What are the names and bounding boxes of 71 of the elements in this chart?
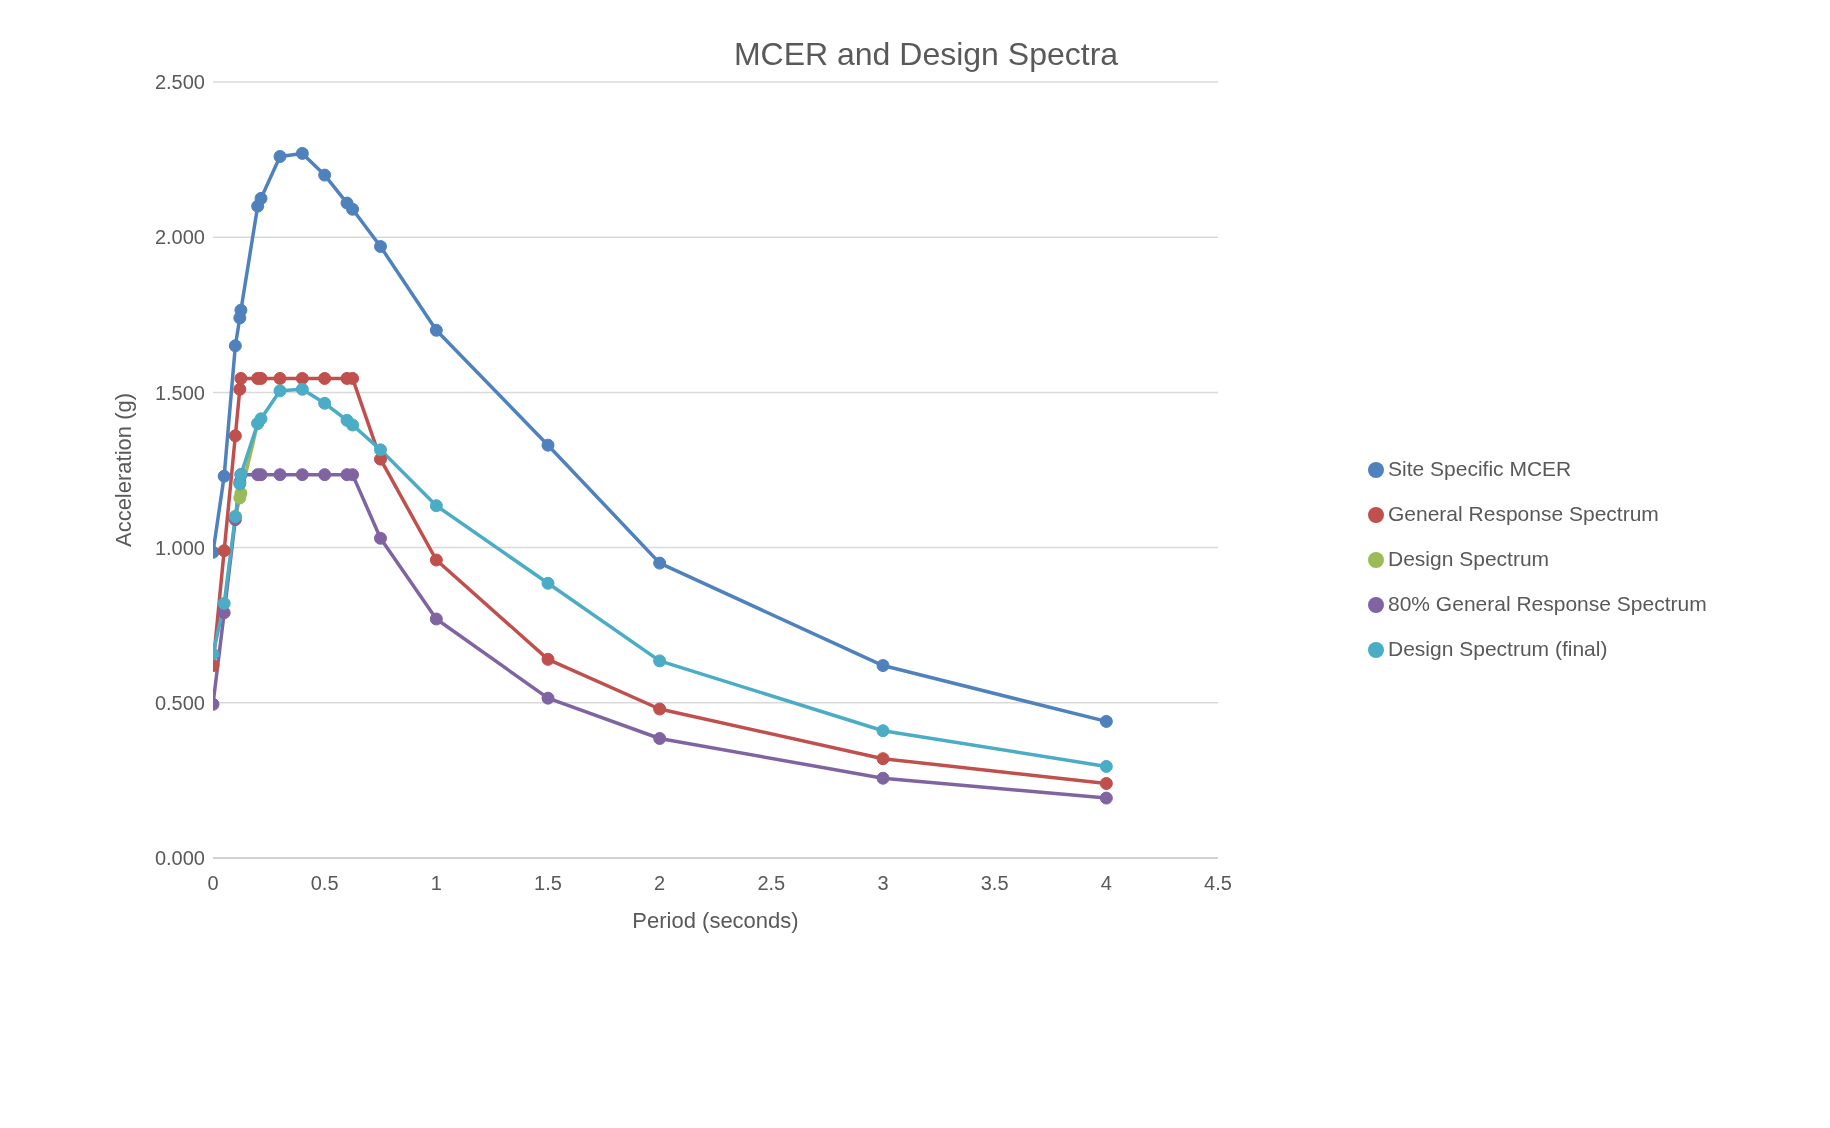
- point: [273, 371, 287, 385]
- y-tick-label: 1.000: [154, 536, 205, 559]
- x-tick-label: 2.5: [757, 872, 786, 895]
- point: [1099, 791, 1113, 805]
- x-tick-label: 4.5: [1204, 872, 1232, 895]
- point: [1099, 777, 1113, 790]
- x-tick-label: 0.5: [310, 872, 339, 895]
- point: [876, 724, 890, 738]
- point: [254, 191, 268, 205]
- chart-title: MCER and Design Spectra: [732, 36, 1120, 73]
- x-tick-label: 1.5: [534, 872, 562, 895]
- point: [374, 443, 387, 457]
- point: [228, 339, 242, 353]
- x-tick-label: 3.5: [980, 872, 1009, 895]
- x-tick-label: 3: [877, 872, 889, 895]
- legend-label: Design Spectrum: [1388, 546, 1550, 570]
- y-tick-label: 0.500: [154, 691, 205, 714]
- point: [318, 468, 332, 482]
- point: [295, 382, 309, 396]
- point: [318, 168, 332, 182]
- x-axis-title: Period (seconds): [632, 908, 799, 933]
- point: [374, 240, 387, 254]
- point: [429, 499, 443, 513]
- point: [429, 553, 443, 567]
- point: [653, 732, 667, 745]
- point: [217, 469, 231, 483]
- point: [228, 429, 242, 443]
- point: [653, 556, 667, 570]
- point: [374, 531, 387, 545]
- point: [254, 412, 268, 426]
- y-tick-label: 1.500: [154, 381, 205, 404]
- y-axis-title: Acceleration (g): [110, 392, 136, 548]
- point: [273, 468, 287, 482]
- point: [1099, 714, 1113, 728]
- point: [876, 659, 890, 673]
- legend-label: Design Spectrum (final): [1388, 636, 1608, 660]
- x-tick-label: 1: [430, 872, 442, 895]
- point: [876, 752, 890, 766]
- point: [234, 371, 248, 385]
- y-tick-label: 2.000: [154, 226, 205, 249]
- point: [318, 371, 332, 385]
- x-tick-label: 2: [654, 872, 666, 895]
- point: [429, 612, 443, 626]
- point: [653, 654, 667, 668]
- point: [429, 323, 443, 337]
- point: [318, 396, 332, 410]
- legend-label: General Response Spectrum: [1388, 501, 1659, 525]
- legend-label: Site Specific MCER: [1388, 456, 1572, 480]
- y-tick-label: 0.000: [154, 847, 205, 870]
- point: [273, 150, 287, 163]
- point: [295, 371, 309, 385]
- x-tick-label: 0: [207, 872, 219, 895]
- point: [295, 468, 309, 482]
- point: [295, 146, 309, 160]
- point: [1099, 759, 1113, 773]
- point: [346, 202, 360, 216]
- point: [541, 438, 555, 452]
- legend-label: 80% General Response Spectrum: [1388, 591, 1707, 615]
- point: [346, 418, 360, 432]
- point: [653, 702, 667, 716]
- point: [541, 691, 555, 705]
- point: [234, 303, 248, 317]
- point: [217, 544, 231, 558]
- point: [217, 596, 231, 610]
- point: [876, 771, 890, 785]
- point: [233, 382, 247, 396]
- point: [541, 576, 555, 590]
- y-tick-label: 2.500: [154, 71, 205, 94]
- x-tick-label: 4: [1100, 872, 1112, 895]
- point: [273, 384, 287, 398]
- point: [541, 652, 555, 666]
